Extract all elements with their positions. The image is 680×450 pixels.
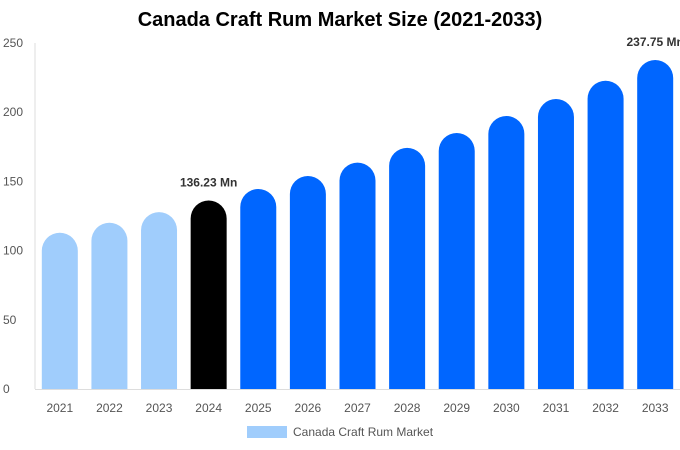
x-tick-label: 2023	[146, 401, 173, 415]
y-tick-label: 150	[3, 174, 23, 188]
x-tick-label: 2029	[443, 401, 470, 415]
bar-2033	[637, 59, 674, 389]
bar-2026	[289, 176, 326, 389]
x-tick-label: 2027	[344, 401, 371, 415]
bar-2021	[41, 232, 78, 389]
bar-2023	[141, 212, 178, 389]
bar-2029	[438, 132, 475, 389]
y-tick-label: 0	[3, 382, 10, 396]
legend-swatch	[247, 426, 287, 438]
data-label: 237.75 Mn	[627, 35, 680, 49]
chart-title: Canada Craft Rum Market Size (2021-2033)	[137, 9, 543, 31]
bar-2030	[488, 115, 525, 389]
bar-2027	[339, 162, 376, 389]
x-tick-label: 2030	[493, 401, 520, 415]
x-tick-label: 2031	[543, 401, 570, 415]
x-tick-label: 2033	[642, 401, 669, 415]
legend[interactable]: Canada Craft Rum Market	[247, 425, 433, 439]
y-tick-label: 200	[3, 105, 23, 119]
x-tick-label: 2026	[295, 401, 322, 415]
bar-2032	[587, 80, 624, 389]
y-tick-label: 100	[3, 244, 23, 258]
bar-2028	[389, 147, 426, 389]
bar-2031	[537, 99, 574, 389]
x-tick-label: 2032	[592, 401, 619, 415]
y-tick-label: 250	[3, 36, 23, 50]
x-tick-label: 2024	[195, 401, 222, 415]
legend-label: Canada Craft Rum Market	[293, 425, 434, 439]
bar-2025	[240, 189, 277, 389]
x-tick-label: 2025	[245, 401, 272, 415]
data-label: 136.23 Mn	[180, 175, 237, 189]
x-tick-label: 2028	[394, 401, 421, 415]
bar-2022	[91, 222, 128, 389]
x-tick-label: 2022	[96, 401, 123, 415]
x-tick-label: 2021	[46, 401, 73, 415]
y-tick-label: 50	[3, 313, 17, 327]
bar-2024	[190, 200, 227, 389]
